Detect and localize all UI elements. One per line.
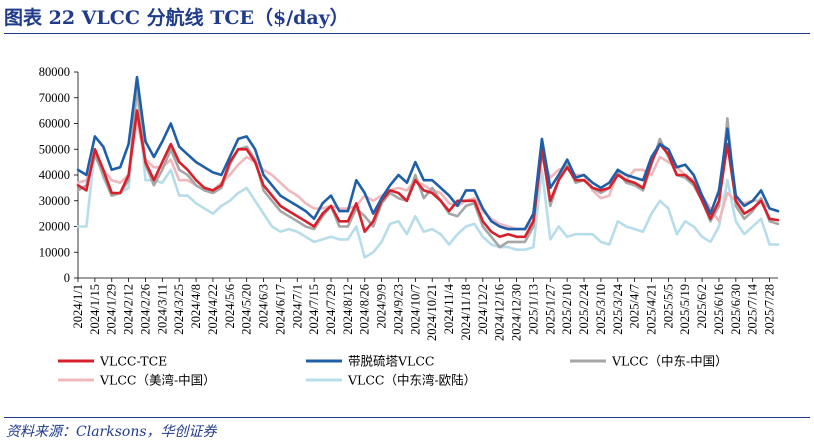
x-tick-label: 2024/12/2 bbox=[476, 284, 490, 335]
legend-label: VLCC（中东-中国） bbox=[611, 354, 728, 369]
legend-label: VLCC（美湾-中国） bbox=[99, 373, 216, 388]
legend-item-meg_europe: VLCC（中东湾-欧陆） bbox=[306, 373, 476, 388]
title-divider bbox=[4, 33, 810, 34]
x-tick-label: 2025/3/24 bbox=[611, 283, 625, 334]
x-tick-label: 2025/6/16 bbox=[712, 284, 726, 335]
x-tick-label: 2025/2/10 bbox=[560, 284, 574, 335]
x-tick-label: 2025/7/14 bbox=[746, 283, 760, 334]
y-axis: 0 10000 20000 30000 40000 50000 60000 70000 8000… bbox=[39, 65, 79, 285]
x-tick-label: 2024/2/26 bbox=[138, 284, 152, 335]
y-tick-label: 30000 bbox=[39, 194, 70, 208]
x-tick-label: 2024/6/3 bbox=[257, 284, 271, 328]
legend-item-meg_china: VLCC（中东-中国） bbox=[570, 354, 728, 369]
x-tick-label: 2024/9/23 bbox=[391, 284, 405, 335]
x-tick-label: 2024/10/7 bbox=[408, 284, 422, 335]
source-note: 资料来源：Clarksons，华创证券 bbox=[6, 424, 217, 440]
x-tick-label: 2025/1/13 bbox=[526, 284, 540, 335]
x-tick-label: 2025/4/7 bbox=[628, 284, 642, 328]
y-tick-label: 70000 bbox=[39, 91, 70, 105]
legend-label: 带脱硫塔VLCC bbox=[348, 354, 434, 369]
x-tick-label: 2024/12/16 bbox=[493, 284, 507, 341]
x-axis: 2024/1/1 2024/1/15 2024/1/29 2024/2/12 2024/… bbox=[71, 277, 778, 341]
x-tick-label: 2024/8/12 bbox=[341, 284, 355, 335]
series-line-usg_china bbox=[76, 119, 780, 231]
legend-item-ara: 带脱硫塔VLCC bbox=[306, 354, 434, 369]
x-tick-label: 2025/5/19 bbox=[678, 284, 692, 335]
x-tick-label: 2024/2/12 bbox=[122, 284, 136, 335]
x-tick-label: 2025/6/2 bbox=[695, 284, 709, 328]
series-lines bbox=[76, 75, 780, 259]
x-tick-label: 2024/4/8 bbox=[189, 284, 203, 328]
page-title: 图表 22 VLCC 分航线 TCE（$/day） bbox=[4, 7, 349, 29]
x-tick-label: 2024/9/9 bbox=[375, 284, 389, 328]
y-tick-label: 80000 bbox=[39, 65, 70, 79]
x-tick-label: 2025/2/24 bbox=[577, 283, 591, 334]
x-tick-label: 2025/6/30 bbox=[729, 284, 743, 335]
y-tick-label: 40000 bbox=[39, 168, 70, 182]
legend-label: VLCC（中东湾-欧陆） bbox=[347, 373, 476, 388]
y-tick-label: 60000 bbox=[39, 117, 70, 131]
x-tick-label: 2024/7/15 bbox=[307, 284, 321, 335]
x-tick-label: 2024/7/29 bbox=[324, 284, 338, 335]
x-tick-label: 2024/11/18 bbox=[459, 284, 473, 340]
x-tick-label: 2024/5/6 bbox=[223, 284, 237, 328]
y-tick-label: 10000 bbox=[39, 245, 70, 259]
source-divider bbox=[4, 417, 810, 418]
legend-item-usg_china: VLCC（美湾-中国） bbox=[58, 373, 216, 388]
series-line-ara bbox=[76, 75, 780, 231]
legend-item-tce: VLCC-TCE bbox=[58, 354, 167, 369]
x-tick-label: 2024/5/20 bbox=[240, 284, 254, 335]
x-tick-label: 2024/10/21 bbox=[425, 284, 439, 341]
y-tick-label: 0 bbox=[64, 271, 70, 285]
x-tick-label: 2024/3/11 bbox=[155, 284, 169, 334]
series-line-tce bbox=[76, 109, 780, 239]
x-tick-label: 2024/4/22 bbox=[206, 284, 220, 335]
x-tick-label: 2024/3/25 bbox=[172, 284, 186, 335]
x-tick-label: 2024/1/29 bbox=[105, 284, 119, 335]
x-tick-label: 2025/3/10 bbox=[594, 284, 608, 335]
x-tick-label: 2025/1/27 bbox=[543, 284, 557, 335]
x-tick-label: 2024/6/17 bbox=[273, 284, 287, 335]
series-line-meg_europe bbox=[76, 88, 780, 259]
x-tick-label: 2024/11/4 bbox=[442, 283, 456, 334]
x-tick-label: 2025/4/21 bbox=[644, 284, 658, 335]
legend-label: VLCC-TCE bbox=[99, 354, 167, 369]
x-tick-label: 2024/7/1 bbox=[290, 284, 304, 328]
x-tick-label: 2024/12/30 bbox=[510, 284, 524, 341]
y-tick-label: 50000 bbox=[39, 142, 70, 156]
x-tick-label: 2024/8/26 bbox=[358, 284, 372, 335]
x-tick-label: 2024/1/15 bbox=[88, 284, 102, 335]
x-tick-label: 2025/7/28 bbox=[763, 284, 777, 335]
y-tick-label: 20000 bbox=[39, 220, 70, 234]
x-tick-label: 2024/1/1 bbox=[71, 284, 85, 328]
x-tick-label: 2025/5/5 bbox=[661, 284, 675, 328]
legend: VLCC-TCE 带脱硫塔VLCC VLCC（中东-中国） VLCC（美湾-中国） VL… bbox=[58, 354, 728, 388]
